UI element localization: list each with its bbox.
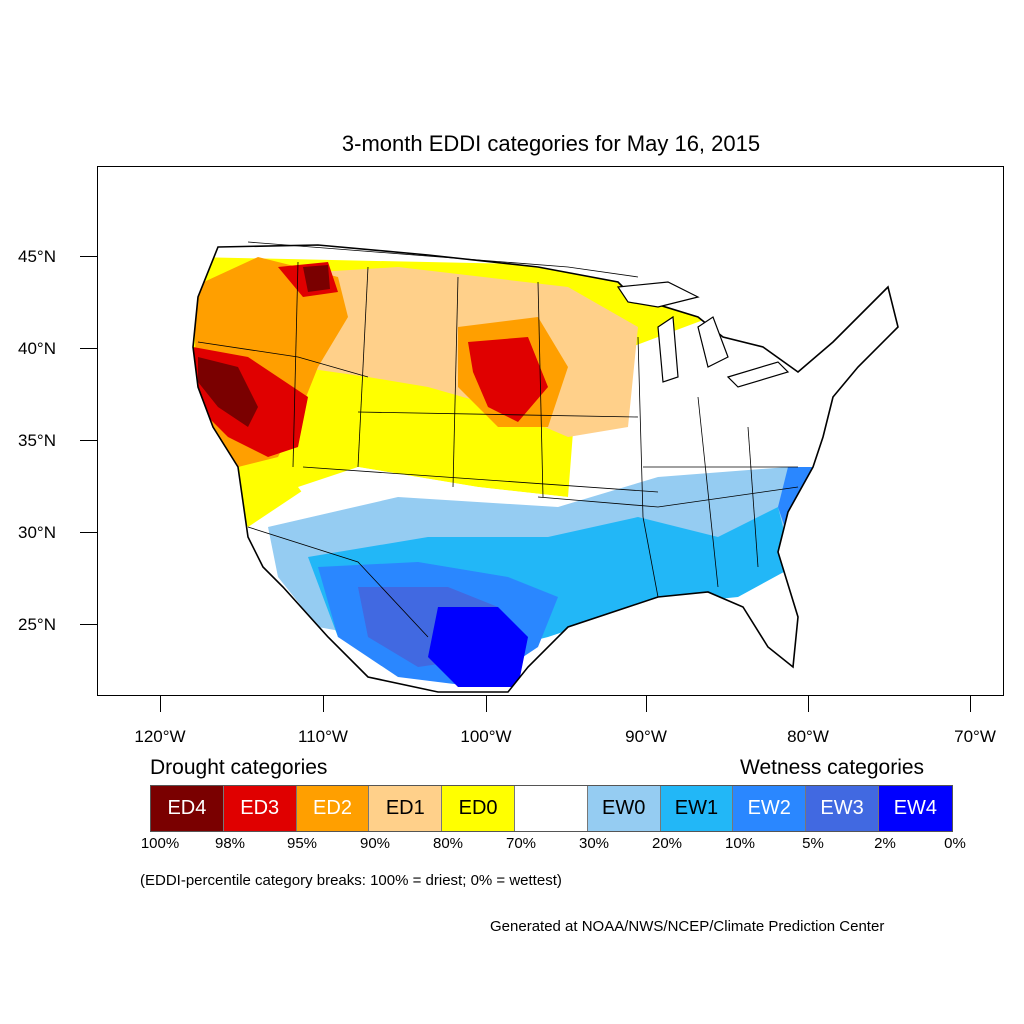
legend-ed1: ED1 (369, 786, 443, 831)
lat-label-45: 45°N (18, 247, 56, 266)
pct-break: 80% (432, 835, 464, 852)
lon-label-90: 90°W (625, 727, 667, 746)
legend-ed3: ED3 (223, 786, 297, 831)
pct-break: 30% (578, 835, 610, 852)
state-borders (197, 241, 799, 638)
lon-tick (323, 696, 324, 712)
pct-break: 10% (724, 835, 756, 852)
region-ed4-north (303, 265, 330, 292)
credit-text: Generated at NOAA/NWS/NCEP/Climate Predi… (490, 918, 885, 935)
legend-ed2: ED2 (296, 786, 370, 831)
great-lakes (616, 281, 790, 388)
lat-tick (80, 256, 97, 257)
lon-tick (160, 696, 161, 712)
pct-break: 100% (140, 835, 180, 852)
region-ed4-west (198, 357, 258, 427)
legend-ew1: EW1 (660, 786, 734, 831)
lat-label-30: 30°N (18, 523, 56, 542)
lat-label-25: 25°N (18, 615, 56, 634)
wetness-heading: Wetness categories (740, 756, 925, 779)
legend-ew0: EW0 (587, 786, 661, 831)
pct-break: 95% (286, 835, 318, 852)
region-ed3-plains (468, 337, 548, 422)
lat-label-35: 35°N (18, 431, 56, 450)
legend-ed4: ED4 (151, 786, 224, 831)
lat-tick (80, 532, 97, 533)
lon-tick (970, 696, 971, 712)
pct-break: 90% (359, 835, 391, 852)
map-title: 3-month EDDI categories for May 16, 2015 (341, 131, 761, 156)
legend-ew2: EW2 (733, 786, 807, 831)
pct-break: 2% (874, 835, 896, 852)
lon-tick (486, 696, 487, 712)
lon-tick (808, 696, 809, 712)
lon-label-100: 100°W (460, 727, 512, 746)
lat-tick (80, 348, 97, 349)
lon-label-80: 80°W (787, 727, 829, 746)
legend-ed0: ED0 (442, 786, 515, 831)
pct-break: 20% (651, 835, 683, 852)
lon-label-110: 110°W (298, 727, 348, 746)
lon-tick (646, 696, 647, 712)
map-frame (97, 166, 1004, 696)
legend-ew3: EW3 (806, 786, 879, 831)
legend-color-bar: ED4 ED3 ED2 ED1 ED0 EW0 EW1 EW2 EW3 EW4 (150, 785, 953, 832)
pct-break: 0% (944, 835, 966, 852)
lon-label-120: 120°W (134, 727, 186, 746)
lon-label-70: 70°W (954, 727, 996, 746)
lat-tick (80, 440, 97, 441)
drought-heading: Drought categories (150, 756, 328, 779)
region-ew4 (428, 607, 528, 687)
legend-ew4: EW4 (878, 786, 952, 831)
lat-label-40: 40°N (18, 339, 56, 358)
legend-neutral (514, 786, 588, 831)
pct-break: 98% (214, 835, 246, 852)
category-note: (EDDI-percentile category breaks: 100% =… (140, 872, 562, 889)
lat-tick (80, 624, 97, 625)
pct-break: 70% (505, 835, 537, 852)
eddi-map (192, 241, 899, 693)
pct-break: 5% (802, 835, 824, 852)
